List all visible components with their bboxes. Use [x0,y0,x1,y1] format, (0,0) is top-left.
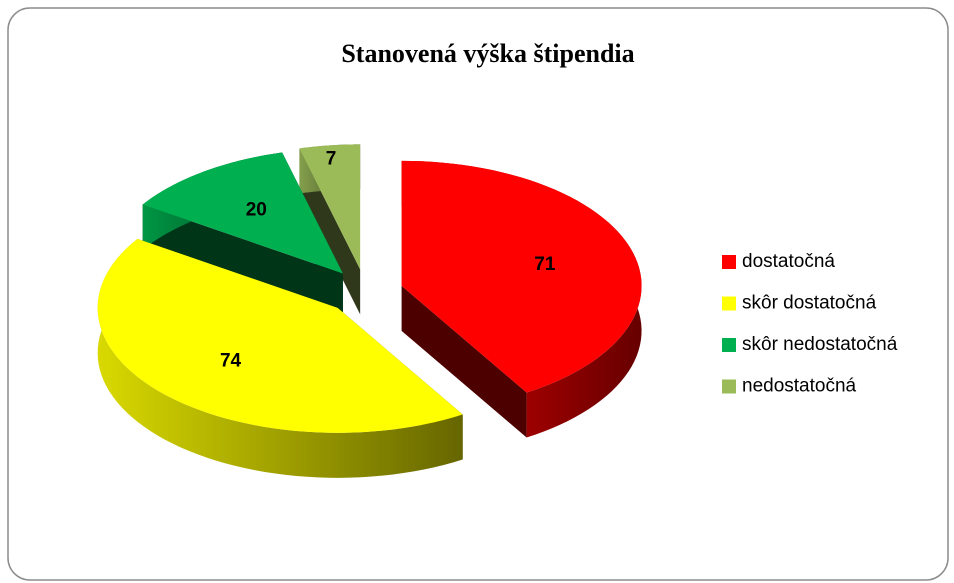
slice-side [97,238,463,478]
legend-label: skôr dostatočná [742,293,877,314]
legend-label: dostatočná [742,251,835,272]
slice-group [142,152,343,319]
slice-wall [401,285,527,438]
slice [299,144,361,270]
slice [142,152,343,274]
slice [97,238,463,433]
slice [401,160,642,393]
legend-swatch [722,379,736,394]
data-label: 74 [220,351,242,372]
slice-group [401,160,642,438]
legend-swatch [722,296,736,311]
data-label: 20 [246,199,267,220]
legend-swatch [722,255,736,269]
slice-group [97,238,463,478]
data-label: 7 [326,149,337,170]
legend-label: nedostatočná [742,376,857,397]
slice-group [299,144,361,315]
data-label: 71 [534,254,556,275]
slice-wall [142,204,343,319]
legend-label: skôr nedostatočná [742,334,898,355]
legend-swatch [722,338,736,352]
chart-title: Stanovená výška štipendia [341,39,634,68]
